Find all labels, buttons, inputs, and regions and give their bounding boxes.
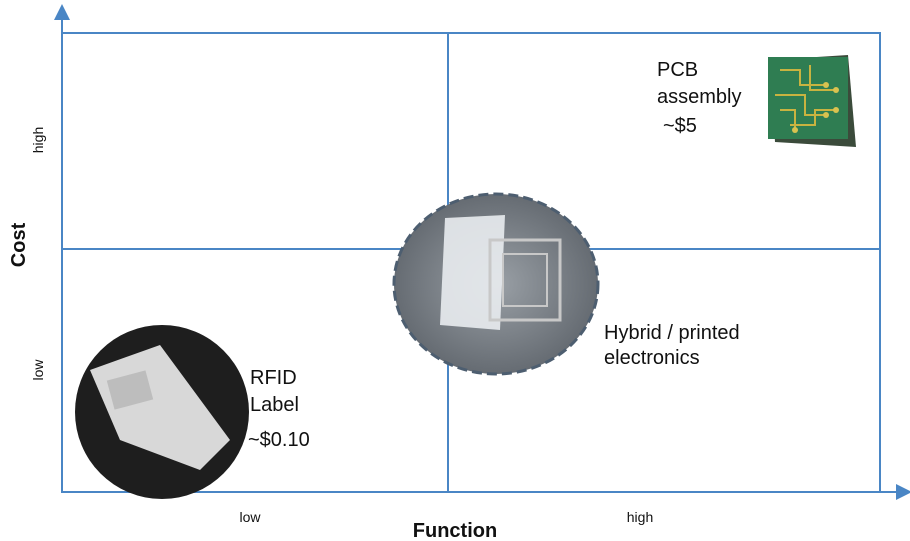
y-axis-label: Cost [8, 222, 30, 267]
pcb-image [768, 55, 856, 147]
label-line: electronics [604, 347, 700, 369]
item-pcb-label: PCB assembly ~$5 [657, 59, 741, 137]
y-tick-label: low [30, 359, 46, 381]
item-hybrid-label: Hybrid / printed electronics [604, 322, 740, 369]
label-line: ~$5 [663, 115, 697, 137]
rfid-image [75, 325, 249, 499]
y-tick-label: high [30, 127, 46, 153]
x-tick-label: low [239, 509, 261, 525]
item-rfid-label: RFID Label ~$0.10 [248, 367, 310, 451]
label-line: Hybrid / printed [604, 322, 740, 344]
label-line: ~$0.10 [248, 429, 310, 451]
diagram: PCB assembly ~$5 Hybrid / printed electr… [0, 0, 910, 541]
x-tick-label: high [627, 509, 653, 525]
hybrid-image [394, 194, 598, 374]
label-line: PCB [657, 59, 698, 81]
label-line: RFID [250, 367, 297, 389]
label-line: assembly [657, 86, 741, 108]
label-line: Label [250, 394, 299, 416]
x-axis-label: Function [413, 520, 497, 541]
